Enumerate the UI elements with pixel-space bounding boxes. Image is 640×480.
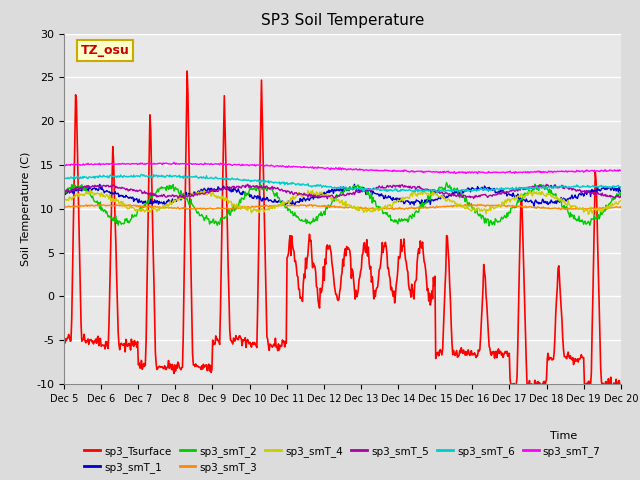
sp3_smT_6 xyxy=(214,176,222,182)
Line: sp3_smT_1: sp3_smT_1 xyxy=(64,184,621,206)
sp3_smT_3 xyxy=(184,206,192,212)
sp3_smT_6 xyxy=(60,175,68,180)
sp3_smT_6 xyxy=(428,187,435,193)
Legend: sp3_Tsurface, sp3_smT_1, sp3_smT_2, sp3_smT_3, sp3_smT_4, sp3_smT_5, sp3_smT_6, : sp3_Tsurface, sp3_smT_1, sp3_smT_2, sp3_… xyxy=(80,442,605,477)
sp3_Tsurface xyxy=(428,298,435,304)
sp3_smT_3 xyxy=(289,202,297,207)
sp3_smT_3 xyxy=(214,205,221,211)
sp3_smT_7 xyxy=(411,169,419,175)
sp3_smT_1 xyxy=(184,194,192,200)
Line: sp3_smT_5: sp3_smT_5 xyxy=(64,184,621,199)
Text: Time: Time xyxy=(550,431,577,441)
sp3_smT_5 xyxy=(127,186,135,192)
sp3_smT_5 xyxy=(214,189,221,194)
sp3_smT_1 xyxy=(351,181,358,187)
sp3_smT_2 xyxy=(70,185,78,191)
sp3_smT_5 xyxy=(428,188,435,193)
sp3_smT_7 xyxy=(60,162,68,168)
sp3_Tsurface xyxy=(70,186,78,192)
sp3_smT_3 xyxy=(60,204,68,210)
sp3_smT_1 xyxy=(214,187,221,192)
sp3_smT_5 xyxy=(617,193,625,199)
sp3_smT_2 xyxy=(127,216,135,222)
sp3_smT_4 xyxy=(584,212,592,217)
sp3_smT_1 xyxy=(411,199,419,204)
sp3_smT_2 xyxy=(485,223,493,229)
Line: sp3_smT_6: sp3_smT_6 xyxy=(64,174,621,192)
Line: sp3_smT_2: sp3_smT_2 xyxy=(64,182,621,226)
sp3_smT_5 xyxy=(60,188,68,193)
sp3_smT_7 xyxy=(170,159,178,165)
Line: sp3_Tsurface: sp3_Tsurface xyxy=(64,71,621,389)
sp3_smT_7 xyxy=(428,169,435,175)
sp3_smT_2 xyxy=(410,214,418,220)
sp3_smT_6 xyxy=(70,174,78,180)
sp3_smT_1 xyxy=(127,195,135,201)
sp3_smT_2 xyxy=(617,192,625,198)
Y-axis label: Soil Temperature (C): Soil Temperature (C) xyxy=(20,152,31,266)
sp3_Tsurface xyxy=(60,337,68,343)
sp3_Tsurface xyxy=(185,138,193,144)
sp3_smT_7 xyxy=(474,171,481,177)
sp3_smT_2 xyxy=(214,222,221,228)
sp3_Tsurface xyxy=(511,386,519,392)
sp3_smT_3 xyxy=(70,204,78,209)
sp3_smT_6 xyxy=(127,173,135,179)
sp3_smT_2 xyxy=(184,198,192,204)
sp3_smT_4 xyxy=(128,205,136,211)
sp3_smT_4 xyxy=(617,198,625,204)
sp3_Tsurface xyxy=(183,68,191,74)
sp3_smT_1 xyxy=(428,197,435,203)
sp3_smT_4 xyxy=(70,194,78,200)
sp3_smT_2 xyxy=(60,190,68,196)
sp3_smT_3 xyxy=(411,206,419,212)
Line: sp3_smT_4: sp3_smT_4 xyxy=(64,190,621,215)
sp3_smT_2 xyxy=(426,197,434,203)
sp3_smT_3 xyxy=(127,204,135,209)
sp3_smT_7 xyxy=(127,161,135,167)
sp3_smT_6 xyxy=(138,171,145,177)
sp3_smT_1 xyxy=(70,191,78,196)
Title: SP3 Soil Temperature: SP3 Soil Temperature xyxy=(260,13,424,28)
sp3_smT_1 xyxy=(60,193,68,199)
sp3_smT_7 xyxy=(617,168,625,173)
sp3_smT_6 xyxy=(433,190,441,195)
sp3_smT_4 xyxy=(185,192,193,198)
sp3_smT_5 xyxy=(184,193,192,199)
sp3_smT_1 xyxy=(530,204,538,209)
sp3_smT_3 xyxy=(557,207,564,213)
sp3_smT_4 xyxy=(428,192,435,197)
sp3_smT_4 xyxy=(86,187,94,192)
sp3_smT_4 xyxy=(60,197,68,203)
sp3_smT_5 xyxy=(323,196,331,202)
sp3_smT_7 xyxy=(70,161,78,167)
sp3_smT_3 xyxy=(617,204,625,210)
sp3_smT_1 xyxy=(617,188,625,194)
sp3_smT_6 xyxy=(617,185,625,191)
sp3_smT_2 xyxy=(443,180,451,185)
sp3_smT_4 xyxy=(214,193,222,199)
sp3_smT_7 xyxy=(214,161,222,167)
sp3_smT_7 xyxy=(185,162,193,168)
sp3_smT_5 xyxy=(70,188,78,193)
sp3_smT_6 xyxy=(411,189,419,194)
sp3_smT_5 xyxy=(411,184,419,190)
sp3_Tsurface xyxy=(127,336,135,342)
sp3_smT_5 xyxy=(543,181,550,187)
Text: TZ_osu: TZ_osu xyxy=(81,44,129,57)
sp3_smT_4 xyxy=(411,190,419,195)
Line: sp3_smT_7: sp3_smT_7 xyxy=(64,162,621,174)
Line: sp3_smT_3: sp3_smT_3 xyxy=(64,204,621,210)
sp3_smT_3 xyxy=(428,205,435,211)
sp3_Tsurface xyxy=(411,280,419,286)
sp3_Tsurface xyxy=(214,338,222,344)
sp3_Tsurface xyxy=(617,385,625,391)
sp3_smT_6 xyxy=(185,174,193,180)
